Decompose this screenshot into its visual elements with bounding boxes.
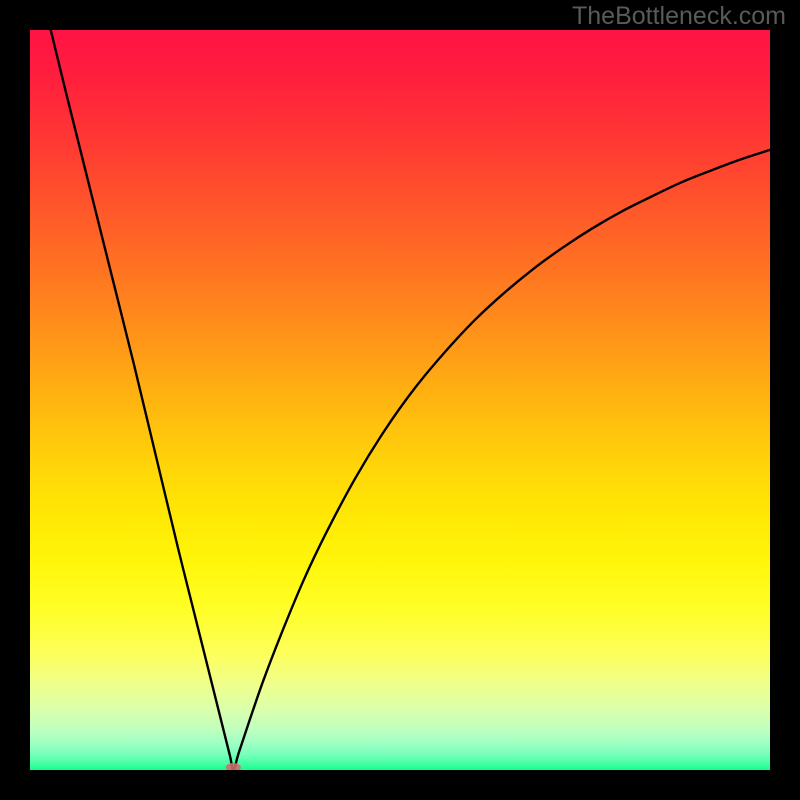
watermark-text: TheBottleneck.com: [572, 2, 786, 31]
plot-svg: [30, 30, 770, 770]
gradient-background: [30, 30, 770, 770]
plot-area: [30, 30, 770, 770]
chart-frame: TheBottleneck.com: [0, 0, 800, 800]
